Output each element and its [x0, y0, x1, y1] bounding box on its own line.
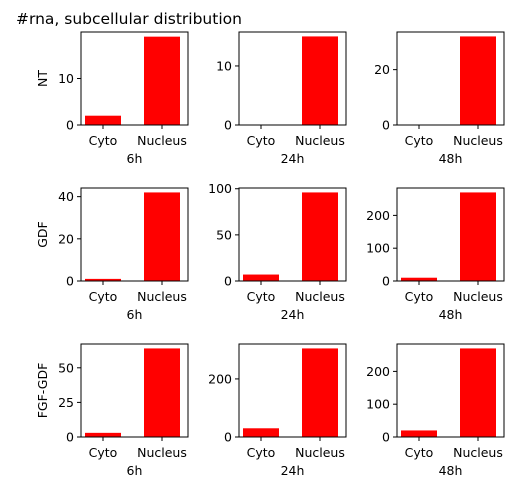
axes-frame	[396, 187, 505, 282]
chart-panel-fgf-gdf-24h: 0 200 Cyto Nucleus 24h	[208, 343, 347, 478]
y-tick-label: 0	[382, 118, 390, 133]
bar-cyto	[401, 277, 437, 281]
x-tick-label: Cyto	[89, 445, 118, 460]
chart-panels: 0 10 Cyto Nucleus 6h NT 0 10 Cyto Nucleus 24h 0 20 Cy…	[35, 31, 505, 478]
chart-panel-nt-48h: 0 20 Cyto Nucleus 48h	[374, 31, 505, 166]
bar-nucleus	[144, 36, 180, 125]
x-tick-label: Nucleus	[137, 289, 187, 304]
chart-panel-fgf-gdf-6h: 0 25 50 Cyto Nucleus 6h FGF-GDF	[35, 343, 189, 478]
y-tick-label: 10	[216, 58, 232, 73]
axes-frame	[80, 187, 189, 282]
chart-panel-gdf-48h: 0 100 200 Cyto Nucleus 48h	[366, 187, 505, 322]
bar-cyto	[85, 432, 121, 437]
x-axis-label: 24h	[281, 307, 305, 322]
bar-nucleus	[460, 348, 496, 437]
x-tick-label: Cyto	[89, 133, 118, 148]
x-tick-label: Nucleus	[295, 289, 345, 304]
y-tick-label: 25	[58, 395, 74, 410]
x-tick-label: Nucleus	[137, 445, 187, 460]
y-tick-label: 100	[366, 241, 390, 256]
x-axis-label: 48h	[439, 151, 463, 166]
x-tick-label: Nucleus	[137, 133, 187, 148]
y-tick-label: 20	[58, 231, 74, 246]
y-tick-label: 200	[366, 364, 390, 379]
y-tick-label: 200	[366, 208, 390, 223]
x-axis-label: 48h	[439, 463, 463, 478]
y-tick-label: 40	[58, 189, 74, 204]
axes-frame	[238, 31, 347, 126]
axes-frame	[396, 343, 505, 438]
bar-cyto	[85, 278, 121, 281]
y-tick-label: 0	[224, 430, 232, 445]
y-tick-label: 100	[208, 181, 232, 196]
bar-cyto	[243, 428, 279, 437]
y-axis-label: FGF-GDF	[35, 363, 50, 419]
chart-panel-gdf-24h: 0 50 100 Cyto Nucleus 24h	[208, 181, 347, 322]
x-tick-label: Cyto	[89, 289, 118, 304]
chart-panel-gdf-6h: 0 20 40 Cyto Nucleus 6h GDF	[35, 187, 189, 322]
y-tick-label: 0	[224, 274, 232, 289]
chart-panel-nt-6h: 0 10 Cyto Nucleus 6h NT	[35, 31, 189, 166]
y-axis-label: GDF	[35, 221, 50, 248]
axes-frame	[80, 343, 189, 438]
x-tick-label: Cyto	[405, 445, 434, 460]
bar-nucleus	[144, 348, 180, 437]
y-tick-label: 0	[224, 118, 232, 133]
bar-nucleus	[460, 192, 496, 281]
figure-title: #rna, subcellular distribution	[16, 10, 242, 28]
chart-panel-fgf-gdf-48h: 0 100 200 Cyto Nucleus 48h	[366, 343, 505, 478]
bar-cyto	[243, 274, 279, 281]
x-tick-label: Cyto	[405, 289, 434, 304]
x-axis-label: 48h	[439, 307, 463, 322]
x-tick-label: Cyto	[405, 133, 434, 148]
y-tick-label: 0	[66, 118, 74, 133]
x-tick-label: Nucleus	[295, 133, 345, 148]
y-tick-label: 100	[366, 397, 390, 412]
x-tick-label: Cyto	[247, 445, 276, 460]
x-axis-label: 24h	[281, 151, 305, 166]
x-tick-label: Nucleus	[453, 133, 503, 148]
y-axis-label: NT	[35, 70, 50, 87]
y-tick-label: 0	[66, 430, 74, 445]
y-tick-label: 200	[208, 371, 232, 386]
x-tick-label: Nucleus	[295, 445, 345, 460]
bar-nucleus	[460, 36, 496, 125]
x-tick-label: Cyto	[247, 133, 276, 148]
bar-cyto	[401, 430, 437, 437]
y-tick-label: 0	[382, 430, 390, 445]
bar-nucleus	[302, 348, 338, 437]
x-tick-label: Nucleus	[453, 445, 503, 460]
bar-nucleus	[302, 36, 338, 125]
bar-cyto	[85, 115, 121, 125]
x-tick-label: Nucleus	[453, 289, 503, 304]
y-tick-label: 50	[216, 227, 232, 242]
x-tick-label: Cyto	[247, 289, 276, 304]
y-tick-label: 0	[382, 274, 390, 289]
y-tick-label: 20	[374, 62, 390, 77]
x-axis-label: 6h	[127, 307, 143, 322]
bar-nucleus	[302, 192, 338, 281]
y-tick-label: 0	[66, 274, 74, 289]
x-axis-label: 6h	[127, 151, 143, 166]
x-axis-label: 24h	[281, 463, 305, 478]
axes-frame	[238, 343, 347, 438]
axes-frame	[396, 31, 505, 126]
y-tick-label: 10	[58, 71, 74, 86]
x-axis-label: 6h	[127, 463, 143, 478]
chart-panel-nt-24h: 0 10 Cyto Nucleus 24h	[216, 31, 347, 166]
bar-nucleus	[144, 192, 180, 281]
y-tick-label: 50	[58, 360, 74, 375]
